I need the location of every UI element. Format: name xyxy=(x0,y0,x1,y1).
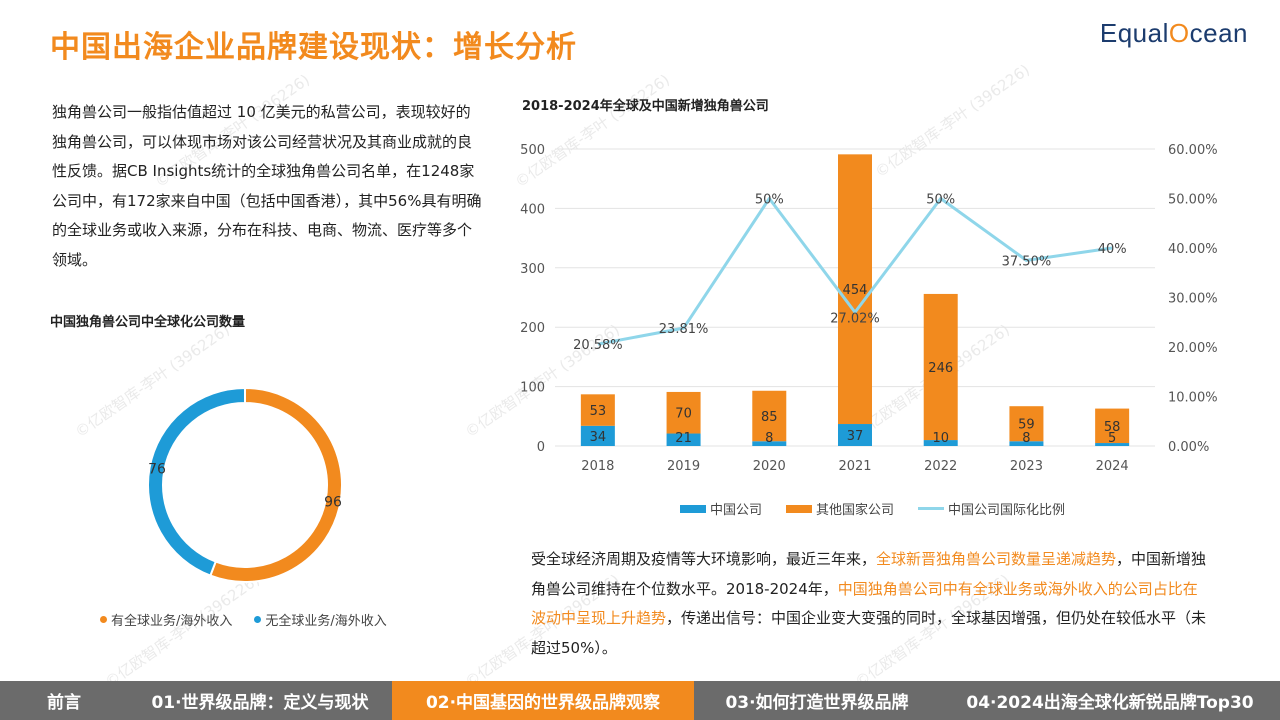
bar-other-value-label: 53 xyxy=(590,404,607,419)
x-tick-label: 2021 xyxy=(838,459,871,474)
ratio-point-label: 50% xyxy=(755,193,784,208)
bar-other-value-label: 58 xyxy=(1104,420,1121,435)
bar-china xyxy=(1009,441,1044,446)
y2-tick-label: 50.00% xyxy=(1168,193,1218,208)
bar-china-value-label: 37 xyxy=(847,429,864,444)
legend-label: 无全球业务/海外收入 xyxy=(265,614,387,629)
bar-other xyxy=(1095,408,1130,444)
logo-text-pre: Equal xyxy=(1099,18,1169,48)
y2-tick-label: 40.00% xyxy=(1168,242,1218,257)
summary-text: 受全球经济周期及疫情等大环境影响，最近三年来， xyxy=(531,550,877,568)
nav-item-section-04[interactable]: 04·2024出海全球化新锐品牌Top30 xyxy=(966,693,1254,713)
bar-china-value-label: 8 xyxy=(765,431,773,446)
legend-label: 其他国家公司 xyxy=(816,503,895,518)
y-tick-label: 100 xyxy=(520,381,545,396)
ratio-line xyxy=(597,197,1113,346)
donut-slice xyxy=(209,386,343,583)
bar-china-value-label: 5 xyxy=(1108,431,1116,446)
legend-item-global: 有全球业务/海外收入 xyxy=(100,610,232,629)
legend-label: 中国公司 xyxy=(710,503,763,518)
summary-highlight: 中国独角兽公司中有全球业务或海外收入的公司占比在波动中呈现上升趋势 xyxy=(531,579,1198,628)
legend-label: 中国公司国际化比例 xyxy=(948,503,1066,518)
y2-tick-label: 30.00% xyxy=(1168,292,1218,307)
summary-text: ，传递出信号：中国企业变大变强的同时，全球基因增强，但仍处在较低水平（未超过50… xyxy=(531,609,1207,657)
legend-dot-blue xyxy=(254,616,262,623)
donut-value-label: 96 xyxy=(324,494,342,510)
brand-logo: EqualOcean xyxy=(1100,18,1248,49)
x-tick-label: 2020 xyxy=(753,459,786,474)
ratio-point-label: 40% xyxy=(1098,242,1127,257)
summary-text: ，中国新增独角兽公司维持在个位数水平。2018-2024年， xyxy=(531,550,1207,598)
x-tick-label: 2018 xyxy=(581,459,614,474)
bar-other xyxy=(923,293,958,441)
x-tick-label: 2019 xyxy=(667,459,700,474)
nav-item-preface[interactable]: 前言 xyxy=(47,693,81,713)
donut-chart-title: 中国独角兽公司中全球化公司数量 xyxy=(50,315,246,330)
bar-other-value-label: 85 xyxy=(761,410,778,425)
legend-label: 有全球业务/海外收入 xyxy=(111,614,233,629)
nav-item-section-02[interactable]: 02·中国基因的世界级品牌观察 xyxy=(392,681,694,720)
y-tick-label: 400 xyxy=(520,202,545,217)
bar-other-value-label: 70 xyxy=(675,407,692,422)
bar-other xyxy=(1009,406,1044,442)
bar-chart-legend: 中国公司 其他国家公司 中国公司国际化比例 xyxy=(680,499,1065,518)
y2-tick-label: 60.00% xyxy=(1168,143,1218,158)
legend-swatch-blue xyxy=(680,504,706,513)
y-tick-label: 500 xyxy=(520,143,545,158)
x-tick-label: 2023 xyxy=(1010,459,1043,474)
bar-china-value-label: 34 xyxy=(590,430,607,445)
bar-china-value-label: 8 xyxy=(1022,431,1030,446)
donut-chart: 96 76 xyxy=(147,386,343,583)
ratio-point-label: 23.81% xyxy=(659,322,709,337)
y2-tick-label: 10.00% xyxy=(1168,391,1218,406)
nav-item-section-01[interactable]: 01·世界级品牌：定义与现状 xyxy=(151,693,369,713)
page-title: 中国出海企业品牌建设现状：增长分析 xyxy=(50,30,577,65)
legend-item-ratio: 中国公司国际化比例 xyxy=(918,499,1065,518)
legend-dot-orange xyxy=(100,616,107,623)
bar-other xyxy=(838,154,872,425)
bar-other-value-label: 246 xyxy=(928,361,953,376)
y-tick-label: 200 xyxy=(520,321,545,336)
bar-chart-title: 2018-2024年全球及中国新增独角兽公司 xyxy=(522,99,769,114)
summary-highlight: 全球新晋独角兽公司数量呈递减趋势 xyxy=(876,550,1117,568)
bar-china-value-label: 21 xyxy=(675,431,692,446)
bar-china-value-label: 10 xyxy=(932,431,949,446)
ratio-point-label: 20.58% xyxy=(573,338,623,353)
ratio-point-label: 50% xyxy=(926,193,955,208)
bar-other xyxy=(580,394,615,426)
y2-tick-label: 20.00% xyxy=(1168,341,1218,356)
donut-legend: 有全球业务/海外收入 无全球业务/海外收入 xyxy=(100,610,387,629)
ratio-point-label: 37.50% xyxy=(1002,254,1052,269)
stacked-bar-line-chart: 0 100 200 300 400 500 0.00% 10.00% 20.00% 30.00% 4… xyxy=(520,143,1218,474)
logo-text-o: O xyxy=(1168,18,1190,48)
bar-other xyxy=(666,391,701,434)
legend-swatch-orange xyxy=(786,504,813,513)
y2-tick-label: 0.00% xyxy=(1168,440,1209,455)
bar-other xyxy=(752,390,787,442)
donut-value-label: 76 xyxy=(148,462,166,478)
legend-swatch-line xyxy=(918,507,945,510)
nav-item-section-03[interactable]: 03·如何打造世界级品牌 xyxy=(725,693,909,713)
summary-paragraph: 受全球经济周期及疫情等大环境影响，最近三年来，全球新晋独角兽公司数量呈递减趋势，… xyxy=(531,545,1211,663)
bar-china xyxy=(838,424,872,446)
section-nav-bar: 前言 01·世界级品牌：定义与现状 02·中国基因的世界级品牌观察 03·如何打… xyxy=(0,681,1280,720)
bar-china xyxy=(580,425,615,446)
y-tick-label: 0 xyxy=(537,440,545,455)
ratio-point-label: 27.02% xyxy=(830,311,880,326)
bar-china xyxy=(923,440,958,446)
x-tick-label: 2024 xyxy=(1096,459,1129,474)
bar-other-value-label: 454 xyxy=(843,283,868,298)
x-tick-label: 2022 xyxy=(924,459,957,474)
logo-text-post: cean xyxy=(1189,18,1248,48)
legend-item-other: 其他国家公司 xyxy=(786,499,894,518)
legend-item-china: 中国公司 xyxy=(680,499,762,518)
donut-slice xyxy=(147,386,246,577)
intro-paragraph: 独角兽公司一般指估值超过 10 亿美元的私营公司，表现较好的独角兽公司，可以体现… xyxy=(52,103,482,269)
bar-china xyxy=(1095,443,1130,446)
y-tick-label: 300 xyxy=(520,262,545,277)
bar-china xyxy=(666,433,701,446)
legend-item-non-global: 无全球业务/海外收入 xyxy=(254,610,387,629)
bar-other-value-label: 59 xyxy=(1018,418,1035,433)
bar-china xyxy=(752,441,787,446)
